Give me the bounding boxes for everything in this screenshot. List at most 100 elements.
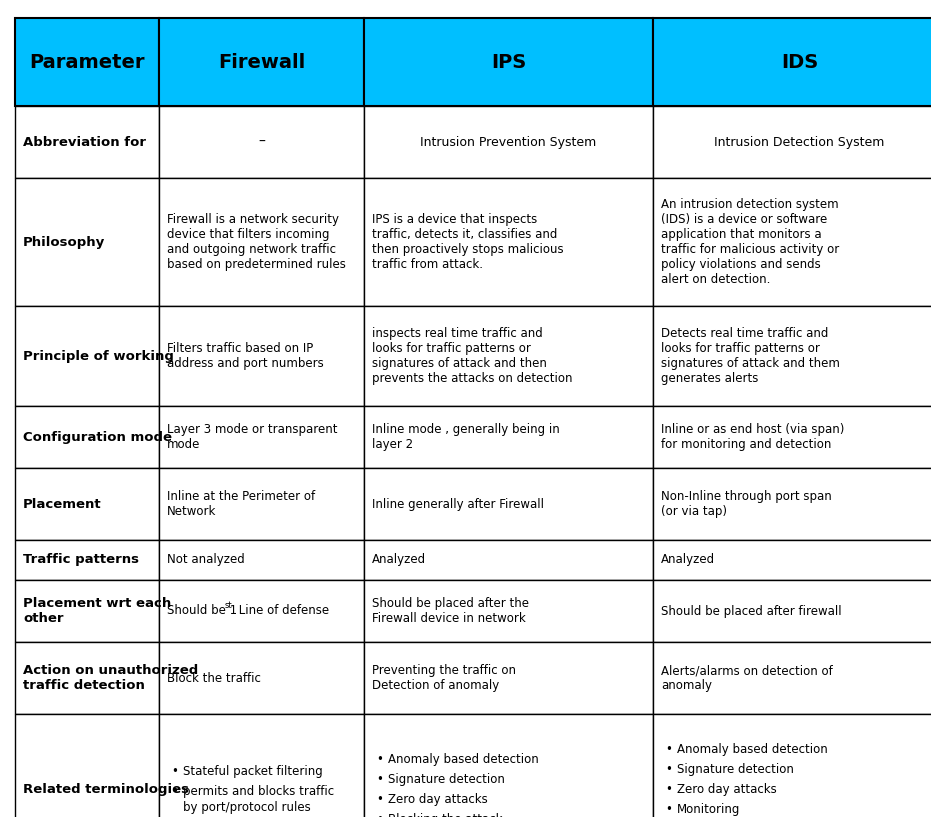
Text: Anomaly based detection: Anomaly based detection	[388, 753, 539, 766]
Text: Layer 3 mode or transparent
mode: Layer 3 mode or transparent mode	[167, 423, 338, 451]
Bar	[159, 540, 364, 580]
Bar	[159, 714, 364, 817]
Text: Firewall: Firewall	[218, 52, 305, 72]
Text: IDS: IDS	[781, 52, 818, 72]
Text: IPS is a device that inspects
traffic, detects it, classifies and
then proactive: IPS is a device that inspects traffic, d…	[372, 213, 563, 271]
Bar	[364, 468, 653, 540]
Bar	[653, 540, 931, 580]
Bar	[15, 714, 159, 817]
Bar	[364, 714, 653, 817]
Text: Monitoring: Monitoring	[677, 803, 740, 816]
Bar	[15, 642, 159, 714]
Bar	[159, 468, 364, 540]
Text: •: •	[171, 766, 178, 779]
Text: •: •	[171, 785, 178, 798]
Bar	[364, 18, 653, 106]
Bar	[15, 406, 159, 468]
Bar	[15, 106, 159, 178]
Text: st: st	[225, 601, 233, 610]
Bar	[653, 642, 931, 714]
Text: Detects real time traffic and
looks for traffic patterns or
signatures of attack: Detects real time traffic and looks for …	[661, 327, 840, 385]
Text: Line of defense: Line of defense	[235, 605, 330, 618]
Text: Signature detection: Signature detection	[388, 774, 505, 787]
Text: Inline or as end host (via span)
for monitoring and detection: Inline or as end host (via span) for mon…	[661, 423, 844, 451]
Text: IPS: IPS	[491, 52, 526, 72]
Bar	[364, 642, 653, 714]
Text: Inline mode , generally being in
layer 2: Inline mode , generally being in layer 2	[372, 423, 560, 451]
Text: Anomaly based detection: Anomaly based detection	[677, 743, 828, 757]
Bar	[653, 106, 931, 178]
Bar	[364, 306, 653, 406]
Bar	[159, 642, 364, 714]
Text: Placement wrt each
other: Placement wrt each other	[23, 597, 171, 625]
Text: Traffic patterns: Traffic patterns	[23, 553, 139, 566]
Bar	[653, 18, 931, 106]
Bar	[653, 306, 931, 406]
Text: by port/protocol rules: by port/protocol rules	[183, 801, 311, 815]
Text: Blocking the attack: Blocking the attack	[388, 814, 503, 817]
Bar	[159, 306, 364, 406]
Text: Should be 1: Should be 1	[167, 605, 237, 618]
Bar	[364, 540, 653, 580]
Bar	[364, 178, 653, 306]
Text: Alerts/alarms on detection of
anomaly: Alerts/alarms on detection of anomaly	[661, 664, 832, 692]
Text: Parameter: Parameter	[29, 52, 144, 72]
Bar	[653, 468, 931, 540]
Bar	[653, 178, 931, 306]
Text: •: •	[665, 764, 672, 776]
Text: Filters traffic based on IP
address and port numbers: Filters traffic based on IP address and …	[167, 342, 324, 370]
Bar	[653, 580, 931, 642]
Bar	[159, 580, 364, 642]
Bar	[159, 178, 364, 306]
Text: Non-Inline through port span
(or via tap): Non-Inline through port span (or via tap…	[661, 490, 831, 518]
Text: Configuration mode: Configuration mode	[23, 431, 172, 444]
Text: Firewall is a network security
device that filters incoming
and outgoing network: Firewall is a network security device th…	[167, 213, 346, 271]
Text: Inline at the Perimeter of
Network: Inline at the Perimeter of Network	[167, 490, 315, 518]
Text: inspects real time traffic and
looks for traffic patterns or
signatures of attac: inspects real time traffic and looks for…	[372, 327, 573, 385]
Text: Action on unauthorized
traffic detection: Action on unauthorized traffic detection	[23, 664, 198, 692]
Text: •: •	[376, 814, 383, 817]
Text: Inline generally after Firewall: Inline generally after Firewall	[372, 498, 544, 511]
Bar	[159, 18, 364, 106]
Text: •: •	[376, 774, 383, 787]
Text: •: •	[665, 743, 672, 757]
Text: permits and blocks traffic: permits and blocks traffic	[183, 785, 334, 798]
Bar	[15, 540, 159, 580]
Bar	[15, 18, 159, 106]
Text: Analyzed: Analyzed	[661, 553, 715, 566]
Text: –: –	[258, 135, 265, 149]
Bar	[15, 306, 159, 406]
Text: Placement: Placement	[23, 498, 101, 511]
Text: Not analyzed: Not analyzed	[167, 553, 245, 566]
Text: Zero day attacks: Zero day attacks	[388, 793, 488, 806]
Bar	[15, 468, 159, 540]
Bar	[364, 580, 653, 642]
Text: •: •	[665, 784, 672, 797]
Text: An intrusion detection system
(IDS) is a device or software
application that mon: An intrusion detection system (IDS) is a…	[661, 198, 839, 286]
Text: •: •	[665, 803, 672, 816]
Text: Intrusion Detection System: Intrusion Detection System	[714, 136, 884, 149]
Text: Abbreviation for: Abbreviation for	[23, 136, 146, 149]
Text: Stateful packet filtering: Stateful packet filtering	[183, 766, 323, 779]
Bar	[364, 406, 653, 468]
Text: Block the traffic: Block the traffic	[167, 672, 261, 685]
Text: •: •	[376, 793, 383, 806]
Text: Signature detection: Signature detection	[677, 764, 794, 776]
Text: Intrusion Prevention System: Intrusion Prevention System	[421, 136, 597, 149]
Text: Should be placed after the
Firewall device in network: Should be placed after the Firewall devi…	[372, 597, 529, 625]
Bar	[653, 406, 931, 468]
Text: Analyzed: Analyzed	[372, 553, 426, 566]
Bar	[159, 406, 364, 468]
Bar	[15, 178, 159, 306]
Bar	[364, 106, 653, 178]
Text: Preventing the traffic on
Detection of anomaly: Preventing the traffic on Detection of a…	[372, 664, 516, 692]
Text: Philosophy: Philosophy	[23, 235, 105, 248]
Text: Zero day attacks: Zero day attacks	[677, 784, 776, 797]
Bar	[653, 714, 931, 817]
Text: Principle of working: Principle of working	[23, 350, 174, 363]
Text: Should be placed after firewall: Should be placed after firewall	[661, 605, 842, 618]
Text: •: •	[376, 753, 383, 766]
Text: Related terminologies: Related terminologies	[23, 784, 189, 797]
Bar	[159, 106, 364, 178]
Bar	[15, 580, 159, 642]
